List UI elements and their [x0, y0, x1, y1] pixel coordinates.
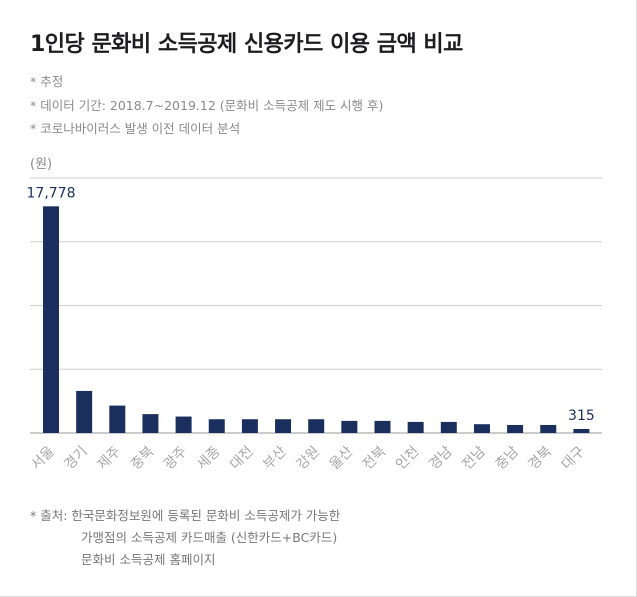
- x-tick-label: 전북: [360, 443, 390, 473]
- source-line-2: 가맹점의 소득공제 카드매출 (신한카드+BC카드): [81, 530, 338, 545]
- note-estimate: * 추정: [30, 74, 64, 89]
- x-tick-label: 제주: [95, 443, 125, 473]
- bar-울산: [341, 420, 358, 433]
- data-label-서울: 17,778: [27, 185, 76, 201]
- x-tick-label: 광주: [161, 443, 191, 473]
- source-line-3: 문화비 소득공제 홈페이지: [81, 552, 216, 567]
- x-tick-label: 전남: [459, 443, 489, 473]
- x-tick-label: 경기: [61, 444, 91, 474]
- bar-충남: [507, 424, 524, 433]
- bar-chart: 서울 경기 제주 충북 광주 세종 대전 부산 강원 울산 전북 인천 경남 전남 충남 경북 대구 17,778…: [27, 177, 602, 474]
- bar-전북: [374, 420, 391, 433]
- bar-경남: [440, 421, 457, 433]
- x-tick-label: 충남: [492, 443, 522, 473]
- x-tick-label: 대전: [227, 444, 257, 474]
- bar-대구: [573, 428, 590, 433]
- bar-부산: [275, 419, 292, 433]
- x-tick-label: 인천: [393, 444, 423, 474]
- x-tick-label: 대구: [559, 443, 589, 473]
- x-tick-label: 충북: [128, 443, 158, 473]
- bar-인천: [407, 421, 424, 433]
- bar-강원: [308, 419, 325, 433]
- note-period: * 데이터 기간: 2018.7~2019.12 (문화비 소득공제 제도 시행…: [30, 97, 384, 113]
- x-tick-label: 울산: [327, 443, 357, 473]
- bar-광주: [175, 416, 192, 433]
- note-pre-covid: * 코로나바이러스 발생 이전 데이터 분석: [30, 121, 241, 136]
- x-tick-label: 부산: [260, 443, 290, 473]
- bar-경북: [540, 424, 557, 433]
- bar-전남: [473, 424, 490, 433]
- bar-대전: [241, 419, 258, 433]
- chart-title: 1인당 문화비 소득공제 신용카드 이용 금액 비교: [30, 32, 463, 57]
- bar-경기: [76, 390, 93, 433]
- x-tick-label: 경남: [426, 443, 456, 473]
- x-tick-label: 서울: [28, 443, 58, 473]
- notes: * 추정 * 데이터 기간: 2018.7~2019.12 (문화비 소득공제 …: [30, 70, 383, 141]
- data-label-대구: 315: [568, 408, 595, 424]
- unit-label: (원): [30, 157, 53, 172]
- source-note: * 출처: 한국문화정보원에 등록된 문화비 소득공제가 가능한 가맹점의 소득…: [30, 505, 340, 571]
- x-tick-label: 강원: [293, 444, 323, 474]
- bar-제주: [109, 405, 126, 433]
- bar-서울: [43, 206, 59, 433]
- bar-충북: [142, 414, 159, 433]
- x-tick-label: 세종: [194, 443, 224, 473]
- x-tick-label: 경북: [526, 443, 556, 473]
- bar-세종: [208, 419, 225, 433]
- source-line-1: * 출처: 한국문화정보원에 등록된 문화비 소득공제가 가능한: [30, 508, 341, 523]
